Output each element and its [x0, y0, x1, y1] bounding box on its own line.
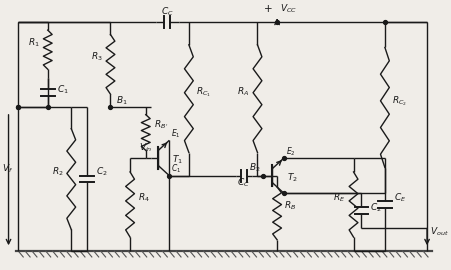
Text: $E_2$: $E_2$ [286, 145, 295, 158]
Text: $R_2$: $R_2$ [52, 166, 64, 178]
Text: $C_C$: $C_C$ [161, 6, 174, 18]
Text: $R_{C_2}$: $R_{C_2}$ [392, 94, 407, 108]
Text: $C_2$: $C_2$ [96, 166, 107, 178]
Text: $E_1$: $E_1$ [171, 127, 181, 140]
Text: $R_1$: $R_1$ [28, 36, 40, 49]
Text: $T_2$: $T_2$ [287, 171, 298, 184]
Text: $R_A$: $R_A$ [238, 85, 250, 98]
Text: $R_E$: $R_E$ [333, 191, 346, 204]
Text: $C_C$: $C_C$ [237, 176, 250, 189]
Text: $V_{out}$: $V_{out}$ [430, 225, 449, 238]
Text: $V_f$: $V_f$ [2, 163, 13, 175]
Text: $+$: $+$ [263, 3, 273, 14]
Text: $R_3$: $R_3$ [91, 51, 103, 63]
Text: $V_{in}$: $V_{in}$ [139, 141, 152, 154]
Text: $B_1$: $B_1$ [116, 94, 128, 107]
Text: $V_{CC}$: $V_{CC}$ [280, 3, 297, 15]
Text: $R_4$: $R_4$ [138, 191, 150, 204]
Text: $R_{C_1}$: $R_{C_1}$ [196, 85, 211, 99]
Text: $C_E$: $C_E$ [394, 191, 406, 204]
Text: $C_2$: $C_2$ [370, 202, 382, 214]
Text: $T_1$: $T_1$ [172, 154, 183, 166]
Text: $B_2$: $B_2$ [249, 162, 260, 174]
Text: $C_1$: $C_1$ [171, 163, 181, 175]
Text: $R_{B^\prime}$: $R_{B^\prime}$ [154, 119, 168, 131]
Text: $C_1$: $C_1$ [56, 83, 69, 96]
Text: $R_B$: $R_B$ [284, 200, 296, 212]
